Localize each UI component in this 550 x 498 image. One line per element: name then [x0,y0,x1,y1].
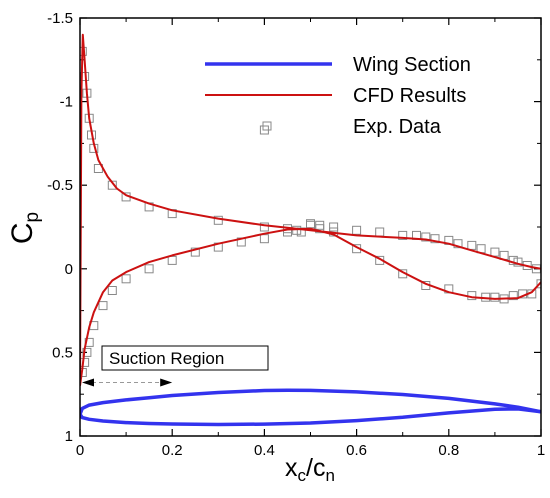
x-tick-label: 0 [76,442,84,459]
axis-titles: xc/cn Cp [6,212,335,485]
x-tick-label: 0.8 [438,442,459,459]
exp-data-point [82,347,92,357]
y-tick-label: 0 [65,261,73,278]
exp-data-point [490,247,500,257]
exp-data-point [536,279,541,289]
legend-exp-data-label: Exp. Data [353,116,442,138]
exp-data-point [421,232,431,242]
exp-data-point [144,264,154,274]
y-tick-label: 0.5 [52,344,73,361]
annotation-box [101,345,269,371]
exp-data-point [467,240,477,250]
exp-data-point [167,255,177,265]
y-axis-title-sub: p [22,212,43,223]
annotation-arrowhead-right [160,378,173,387]
exp-data-point [107,286,117,295]
exp-data-point [375,227,385,237]
plot-frame [79,17,542,437]
x-tick-label: 0.6 [346,442,367,459]
legend-exp-data-swatch [262,121,272,131]
annotation-arrowhead-left [82,378,94,387]
exp-data-point [190,247,200,257]
exp-data-point [296,227,306,237]
exp-data-point [259,234,269,244]
exp-data-point [453,239,463,249]
exp-data-point [213,215,223,225]
annotation-label: Suction Region [109,349,224,368]
y-axis-title: Cp [6,212,43,244]
exp-data-point [315,224,325,234]
exp-data-point [315,220,325,230]
x-axis-title-main: x [285,454,298,482]
legend-wing-section-label: Wing Section [353,54,471,76]
y-tick-label: -0.5 [47,177,73,194]
x-axis-title-sub1: c [298,466,307,485]
y-axis-title-main: C [6,222,39,244]
cfd-line-upper [80,33,541,386]
x-tick-label: 1 [537,442,545,459]
exp-data-point [121,274,131,284]
y-tick-label: -1 [60,94,73,111]
x-axis-title-sub2: n [325,466,334,485]
exp-data-point [490,292,500,302]
wing-section-lower [80,407,541,427]
exp-data-point [259,222,269,232]
legend-cfd-results-label: CFD Results [353,85,466,107]
exp-data-point [508,291,518,301]
exp-data-point [352,225,362,235]
exp-data-point [329,222,339,232]
annotation: Suction Region [82,345,269,387]
wing-section-upper [80,388,541,415]
cfd-line-lower [80,227,541,386]
x-tick-label: 0.2 [162,442,183,459]
exp-data-point [430,234,440,244]
x-axis-title-mid: /c [306,454,325,482]
exp-data-point [398,230,408,240]
y-tick-label: -1.5 [47,10,73,27]
legend: Wing Section CFD Results Exp. Data [205,54,471,138]
exp-data-point [98,301,108,311]
x-axis-title: xc/cn [285,454,335,485]
ticks: 0 0.2 0.4 0.6 0.8 1 -1.5 -1 -0.5 0 0.5 1 [47,10,545,459]
series-layer [80,33,541,427]
x-tick-label: 0.4 [254,442,275,459]
y-tick-label: 1 [65,428,73,445]
